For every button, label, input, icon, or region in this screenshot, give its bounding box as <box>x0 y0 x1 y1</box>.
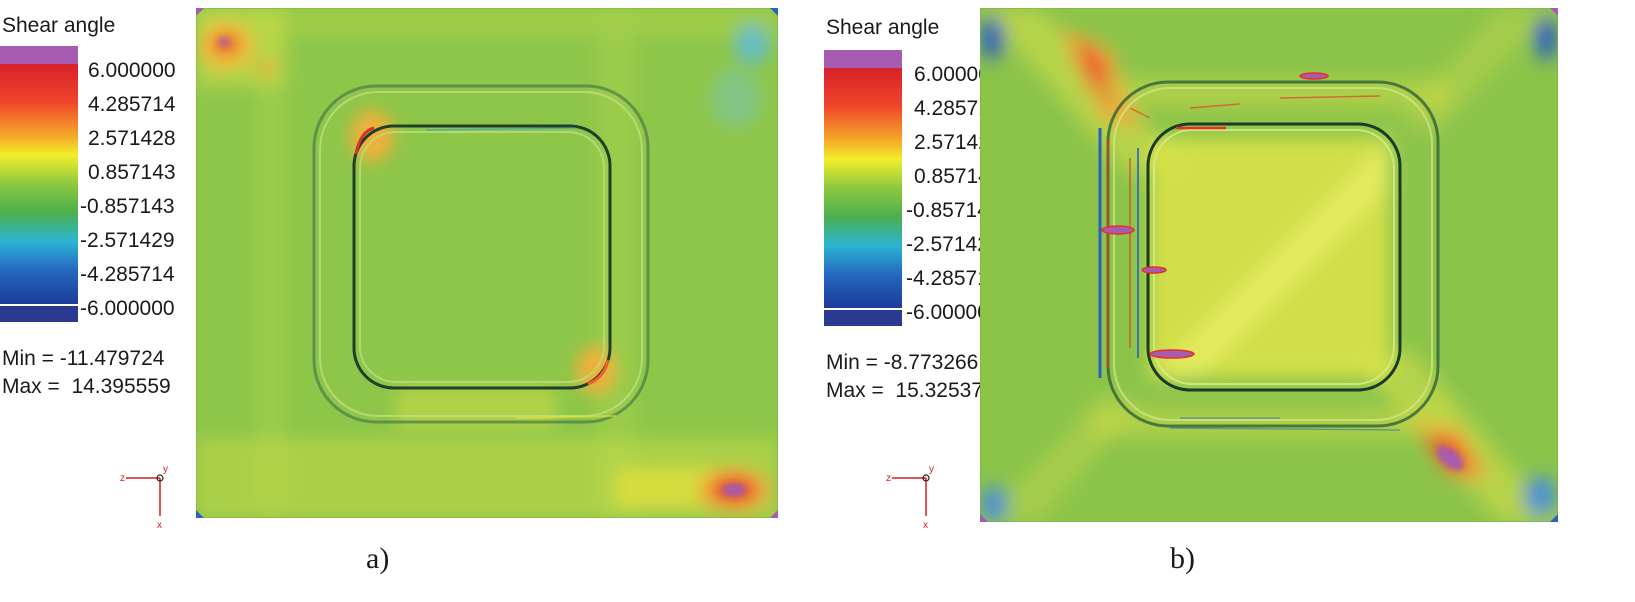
max-value: Max = 15.325370 <box>826 379 995 402</box>
scale-tick: -2.571429 <box>80 229 175 252</box>
axis-label-y: y <box>163 464 168 475</box>
scale-tick: -4.285714 <box>906 267 1001 290</box>
shear-angle-contour-plot <box>980 8 1558 522</box>
min-value: Min = -8.773266 <box>826 351 979 374</box>
scale-tick: 2.571428 <box>88 127 176 150</box>
axis-label-x: x <box>923 520 928 531</box>
panel-b: Shear angle 6.000000 4.285714 2.571428 0… <box>818 0 1635 575</box>
scale-tick: -2.571429 <box>906 233 1001 256</box>
scale-tick: 4.285714 <box>88 93 176 116</box>
scale-tick: -4.285714 <box>80 263 175 286</box>
axis-triad-icon: z y x <box>886 464 934 531</box>
axis-label-z: z <box>886 473 891 484</box>
figure-caption: a) <box>366 542 390 575</box>
scale-tick: 6.000000 <box>88 59 176 82</box>
axis-label-z: z <box>120 473 125 484</box>
scale-tick: -0.857143 <box>906 199 1001 222</box>
min-value: Min = -11.479724 <box>2 347 165 370</box>
legend-title: Shear angle <box>826 16 940 39</box>
shear-angle-contour-plot <box>196 8 778 518</box>
scale-tick: -0.857143 <box>80 195 175 218</box>
axis-label-x: x <box>157 520 162 531</box>
max-value: Max = 14.395559 <box>2 375 171 398</box>
panel-a: Shear angle 6.000000 4.285714 2.571428 0… <box>0 0 820 575</box>
scale-tick: 0.857143 <box>88 161 176 184</box>
color-scale-bar <box>824 50 902 326</box>
scale-tick: -6.000000 <box>906 301 1001 324</box>
axis-triad-icon: z y x <box>120 464 168 531</box>
legend-title: Shear angle <box>2 14 116 37</box>
scale-tick: -6.000000 <box>80 297 175 320</box>
axis-label-y: y <box>929 464 934 475</box>
figure-caption: b) <box>1170 542 1195 575</box>
color-scale-bar <box>0 46 78 322</box>
